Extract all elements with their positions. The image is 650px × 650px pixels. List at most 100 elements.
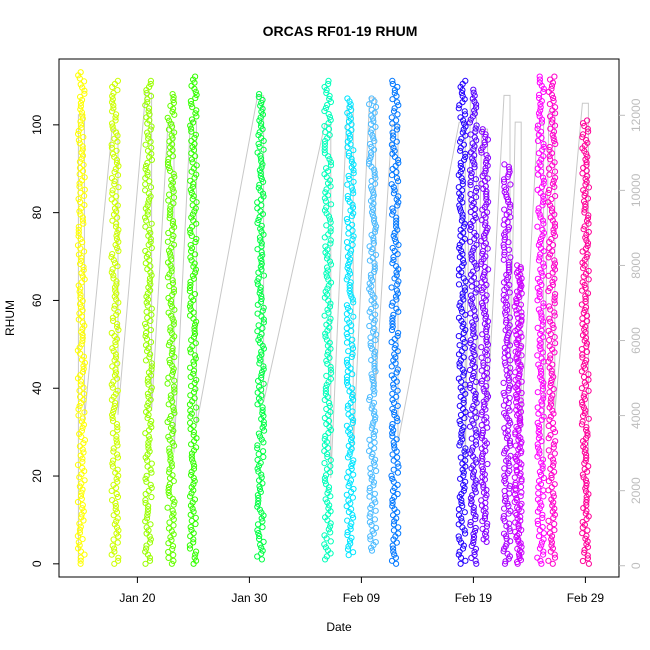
data-point (473, 459, 480, 466)
data-point (168, 463, 175, 470)
data-point (164, 159, 172, 166)
data-point (327, 463, 334, 470)
data-point (169, 235, 176, 242)
data-point (462, 77, 469, 85)
secondary-y-tick-label: 2000 (629, 477, 643, 504)
data-point (513, 406, 520, 413)
data-point (371, 388, 378, 395)
data-point (77, 211, 84, 218)
data-point (479, 250, 486, 257)
data-point (324, 490, 331, 497)
data-point (534, 453, 541, 460)
data-point (536, 478, 543, 485)
data-point (478, 261, 485, 268)
data-point (350, 471, 357, 478)
data-point (536, 94, 543, 102)
data-point (513, 339, 520, 346)
data-point (507, 357, 514, 364)
data-point (366, 160, 373, 167)
data-point (187, 533, 194, 540)
data-point (323, 405, 330, 413)
data-point (537, 104, 544, 111)
data-point (395, 159, 402, 166)
data-point (259, 96, 266, 104)
data-point (187, 364, 194, 371)
data-point (583, 426, 590, 434)
data-point (393, 126, 401, 133)
data-point (347, 279, 354, 286)
data-point (258, 99, 265, 107)
data-point (458, 90, 465, 97)
data-point (148, 384, 155, 391)
data-point (369, 376, 376, 384)
data-point (344, 218, 351, 226)
data-point (552, 438, 559, 445)
data-point (254, 465, 261, 472)
data-point (322, 333, 329, 340)
data-point (537, 330, 544, 338)
data-point (578, 421, 586, 428)
data-point (166, 445, 173, 452)
data-point (190, 119, 197, 126)
data-point (461, 156, 468, 163)
data-point (584, 555, 592, 562)
data-point (260, 412, 267, 420)
data-point (540, 143, 547, 151)
data-point (459, 87, 466, 94)
data-point (546, 147, 553, 154)
data-point (109, 463, 117, 470)
data-point (79, 273, 86, 280)
data-point (584, 117, 591, 124)
data-point (166, 356, 173, 364)
data-point (77, 381, 84, 388)
data-point (169, 91, 176, 98)
data-point (256, 532, 263, 540)
data-point (192, 205, 199, 212)
data-point (189, 202, 196, 209)
data-point (321, 541, 328, 548)
data-point (142, 500, 149, 507)
data-point (78, 341, 85, 348)
data-point (189, 343, 196, 350)
data-point (190, 481, 197, 488)
data-point (255, 269, 262, 276)
data-point (470, 349, 477, 356)
data-point (395, 524, 402, 531)
data-point (168, 303, 176, 310)
data-point (322, 496, 329, 503)
data-point (144, 129, 151, 136)
data-point (259, 404, 266, 411)
data-point (459, 263, 466, 270)
data-point (550, 373, 557, 380)
data-point (147, 193, 154, 200)
data-point (113, 111, 120, 118)
data-point (540, 386, 547, 393)
data-point (254, 199, 261, 206)
data-point (111, 545, 118, 552)
data-point (346, 135, 353, 142)
data-point (547, 352, 554, 359)
data-point (327, 159, 334, 166)
data-point (344, 333, 351, 340)
data-point (146, 354, 153, 361)
data-point (483, 523, 490, 530)
data-point (460, 260, 467, 267)
data-point (344, 95, 351, 102)
data-point (188, 101, 195, 108)
data-point (255, 132, 262, 139)
data-point (462, 530, 469, 537)
data-point (77, 81, 84, 88)
data-point (536, 76, 544, 83)
data-point (507, 204, 514, 211)
data-point (506, 281, 513, 289)
data-point (190, 361, 198, 368)
data-point (547, 398, 554, 405)
data-point (188, 490, 195, 497)
data-point (539, 272, 546, 279)
data-point (389, 430, 396, 437)
data-point (344, 474, 351, 481)
data-point (547, 202, 554, 209)
data-point (349, 187, 356, 194)
data-point (256, 360, 263, 367)
data-point (188, 471, 195, 479)
